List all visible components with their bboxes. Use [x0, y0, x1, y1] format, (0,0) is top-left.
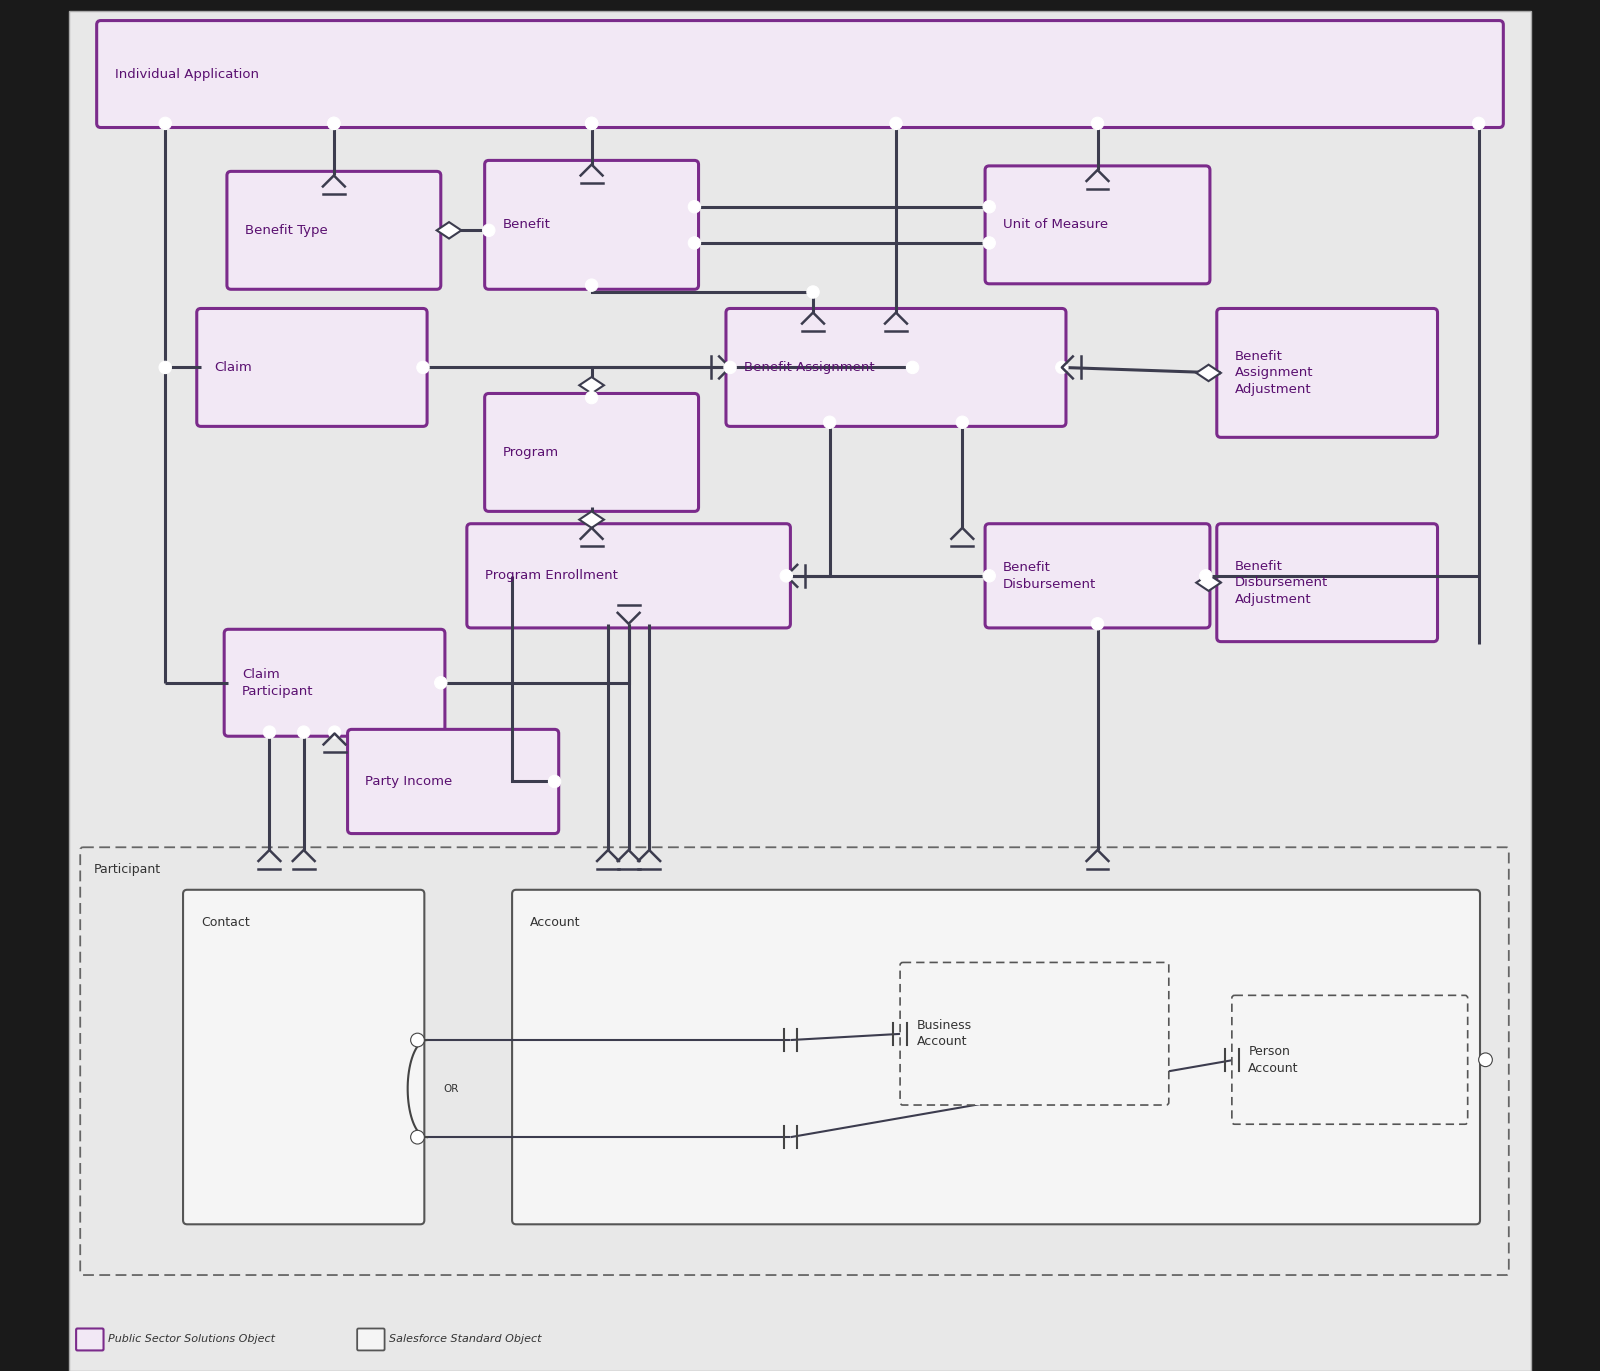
- Text: Unit of Measure: Unit of Measure: [1003, 218, 1109, 232]
- FancyBboxPatch shape: [986, 166, 1210, 284]
- FancyBboxPatch shape: [485, 393, 699, 511]
- Text: Benefit
Disbursement: Benefit Disbursement: [1003, 561, 1096, 591]
- Text: Program: Program: [502, 446, 558, 459]
- Circle shape: [982, 200, 995, 213]
- Circle shape: [1200, 570, 1211, 583]
- Polygon shape: [437, 222, 461, 239]
- Circle shape: [824, 417, 835, 428]
- FancyBboxPatch shape: [224, 629, 445, 736]
- Polygon shape: [579, 511, 603, 528]
- FancyBboxPatch shape: [357, 1328, 384, 1350]
- Circle shape: [586, 392, 598, 403]
- Circle shape: [298, 727, 310, 738]
- Text: Business
Account: Business Account: [917, 1019, 971, 1049]
- Polygon shape: [579, 377, 603, 393]
- Circle shape: [264, 727, 275, 738]
- Circle shape: [328, 727, 341, 738]
- FancyBboxPatch shape: [69, 11, 1531, 1371]
- FancyBboxPatch shape: [512, 890, 1480, 1224]
- Circle shape: [806, 287, 819, 299]
- Circle shape: [158, 361, 171, 373]
- Text: Claim: Claim: [214, 361, 253, 374]
- Circle shape: [890, 118, 902, 130]
- Text: Participant: Participant: [94, 862, 162, 876]
- Circle shape: [586, 280, 598, 292]
- Text: Party Income: Party Income: [365, 775, 453, 788]
- Circle shape: [158, 118, 171, 130]
- FancyBboxPatch shape: [96, 21, 1504, 128]
- FancyBboxPatch shape: [726, 308, 1066, 426]
- Circle shape: [549, 776, 560, 787]
- Text: Salesforce Standard Object: Salesforce Standard Object: [389, 1334, 541, 1345]
- Circle shape: [328, 118, 341, 130]
- FancyBboxPatch shape: [485, 160, 699, 289]
- FancyBboxPatch shape: [901, 962, 1168, 1105]
- Circle shape: [411, 1130, 424, 1143]
- Text: Benefit
Assignment
Adjustment: Benefit Assignment Adjustment: [1235, 350, 1314, 396]
- Text: Public Sector Solutions Object: Public Sector Solutions Object: [107, 1334, 275, 1345]
- Polygon shape: [1197, 574, 1221, 591]
- Circle shape: [411, 1034, 424, 1047]
- FancyBboxPatch shape: [80, 847, 1509, 1275]
- Text: Contact: Contact: [202, 916, 250, 928]
- Text: Program Enrollment: Program Enrollment: [485, 569, 618, 583]
- FancyBboxPatch shape: [227, 171, 440, 289]
- Circle shape: [418, 361, 429, 373]
- FancyBboxPatch shape: [347, 729, 558, 834]
- Text: Benefit: Benefit: [502, 218, 550, 232]
- Text: Benefit
Disbursement
Adjustment: Benefit Disbursement Adjustment: [1235, 559, 1328, 606]
- FancyBboxPatch shape: [197, 308, 427, 426]
- Circle shape: [586, 118, 598, 130]
- Text: Account: Account: [530, 916, 581, 928]
- Text: Benefit Assignment: Benefit Assignment: [744, 361, 875, 374]
- Circle shape: [957, 417, 968, 428]
- Text: Benefit Type: Benefit Type: [245, 223, 328, 237]
- Text: Claim
Participant: Claim Participant: [242, 668, 314, 698]
- Circle shape: [982, 237, 995, 250]
- Circle shape: [906, 361, 918, 373]
- Circle shape: [1091, 118, 1104, 130]
- Text: OR: OR: [443, 1083, 459, 1094]
- Circle shape: [1091, 617, 1104, 629]
- FancyBboxPatch shape: [182, 890, 424, 1224]
- Circle shape: [781, 570, 792, 583]
- FancyBboxPatch shape: [1232, 995, 1467, 1124]
- FancyBboxPatch shape: [1216, 308, 1437, 437]
- Circle shape: [1056, 361, 1069, 373]
- Circle shape: [586, 118, 598, 130]
- Circle shape: [1472, 118, 1485, 130]
- Text: Individual Application: Individual Application: [115, 67, 259, 81]
- Circle shape: [328, 118, 341, 130]
- FancyBboxPatch shape: [1216, 524, 1437, 642]
- Polygon shape: [1197, 365, 1221, 381]
- Circle shape: [483, 223, 494, 236]
- Text: Person
Account: Person Account: [1248, 1045, 1299, 1075]
- Circle shape: [1478, 1053, 1493, 1067]
- Circle shape: [688, 200, 701, 213]
- Circle shape: [688, 237, 701, 250]
- FancyBboxPatch shape: [986, 524, 1210, 628]
- Circle shape: [723, 361, 736, 373]
- FancyBboxPatch shape: [467, 524, 790, 628]
- Circle shape: [982, 570, 995, 583]
- Circle shape: [435, 677, 446, 688]
- FancyBboxPatch shape: [77, 1328, 104, 1350]
